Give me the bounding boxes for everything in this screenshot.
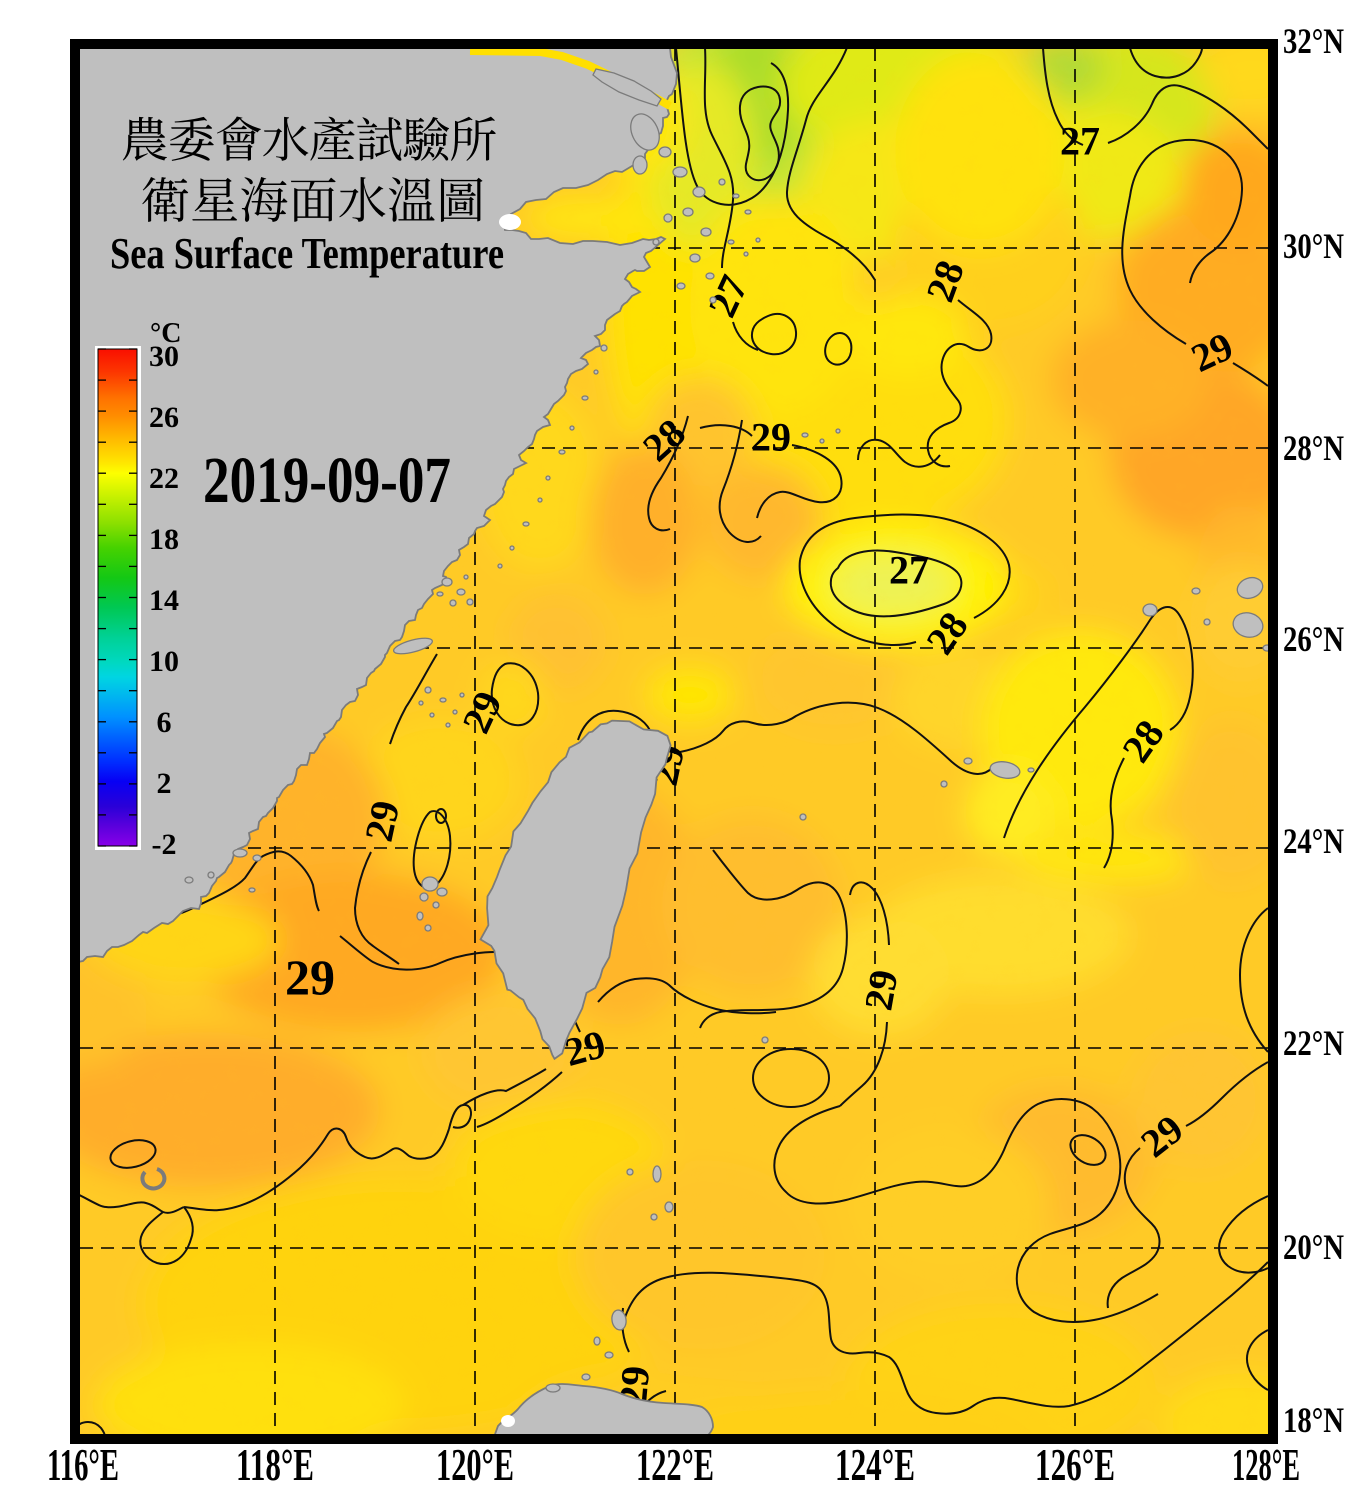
svg-text:18: 18 (149, 523, 179, 556)
svg-text:Sea Surface Temperature: Sea Surface Temperature (110, 229, 504, 278)
svg-text:120°E: 120°E (436, 1439, 514, 1490)
svg-text:26°N: 26°N (1283, 619, 1344, 659)
svg-text:29: 29 (356, 797, 408, 845)
svg-text:18°N: 18°N (1283, 1400, 1344, 1440)
svg-text:20°N: 20°N (1283, 1227, 1344, 1267)
svg-text:10: 10 (149, 645, 179, 678)
svg-text:27: 27 (889, 548, 929, 593)
svg-text:30°N: 30°N (1283, 226, 1344, 266)
svg-text:-2: -2 (152, 828, 177, 861)
svg-text:118°E: 118°E (236, 1439, 314, 1490)
svg-text:126°E: 126°E (1035, 1439, 1115, 1490)
svg-text:26: 26 (149, 401, 179, 434)
svg-text:28°N: 28°N (1283, 428, 1344, 468)
svg-text:2: 2 (157, 767, 172, 800)
svg-text:29: 29 (751, 415, 791, 460)
svg-text:124°E: 124°E (835, 1439, 915, 1490)
svg-text:27: 27 (1060, 119, 1100, 164)
svg-text:22: 22 (149, 462, 179, 495)
svg-text:°C: °C (150, 318, 181, 349)
svg-text:29: 29 (285, 949, 335, 1005)
svg-text:2019-09-07: 2019-09-07 (203, 444, 451, 517)
svg-text:29: 29 (855, 966, 906, 1013)
svg-text:128°E: 128°E (1232, 1439, 1300, 1490)
svg-text:22°N: 22°N (1283, 1023, 1344, 1063)
svg-text:6: 6 (157, 706, 172, 739)
svg-text:32°N: 32°N (1283, 21, 1344, 61)
svg-text:122°E: 122°E (636, 1439, 714, 1490)
svg-text:14: 14 (149, 584, 179, 617)
svg-text:24°N: 24°N (1283, 821, 1344, 861)
svg-text:116°E: 116°E (47, 1439, 119, 1490)
svg-text:30: 30 (149, 340, 179, 373)
